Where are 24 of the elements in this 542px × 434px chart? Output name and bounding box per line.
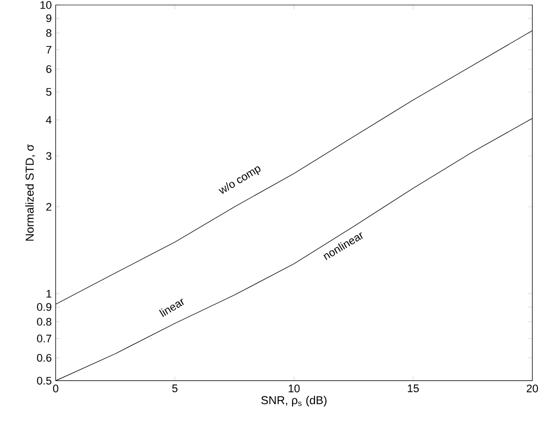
x-axis-title: SNR, ρ$_{s}$ (dB) [261, 396, 326, 407]
y-tick-label: 0.7 [37, 334, 52, 342]
y-tick-label: 7 [46, 46, 52, 54]
x-tick-label: 20 [526, 384, 538, 392]
y-tick-label: 0.5 [37, 376, 52, 385]
x-tick-label: 0 [53, 384, 58, 392]
y-tick-label: 0.9 [37, 303, 52, 311]
y-tick-label: 6 [46, 65, 52, 73]
y-tick-label: 8 [46, 29, 52, 37]
x-tick-label: 15 [408, 384, 419, 392]
y-axis-title: Normalized STD, σ [25, 144, 36, 241]
annotation: w/o comp [218, 166, 261, 194]
y-tick-label: 5 [46, 88, 52, 96]
y-tick-label: 2 [46, 203, 52, 211]
y-tick-label: 0.8 [37, 318, 52, 326]
y-tick-label: 0.6 [37, 354, 52, 362]
y-tick-label: 1 [46, 290, 52, 298]
y-tick-label: 10 [40, 1, 52, 9]
x-tick-label: 5 [172, 384, 178, 392]
y-tick-label: 9 [46, 14, 52, 22]
y-tick-label: 3 [46, 152, 52, 160]
y-tick-label: 4 [46, 116, 52, 124]
annotation: linear [159, 298, 184, 317]
x-tick-label: 10 [288, 384, 300, 392]
